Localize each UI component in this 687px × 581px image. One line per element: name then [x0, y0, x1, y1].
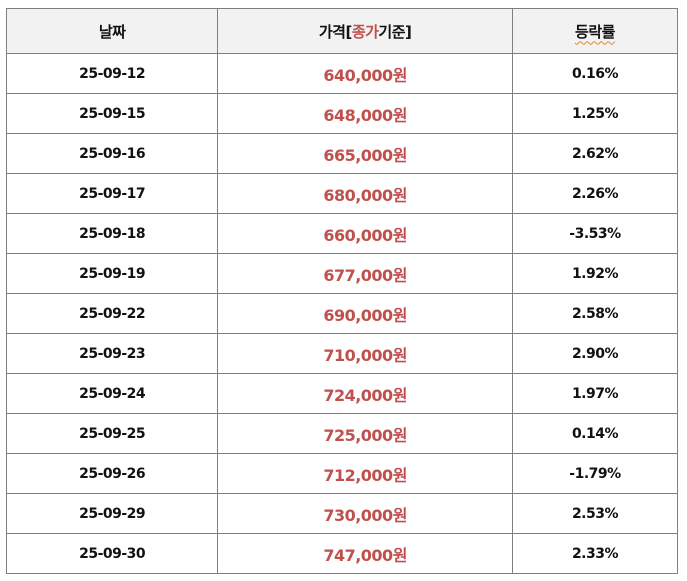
- change-cell: 0.14%: [511, 413, 679, 454]
- date-cell: 25-09-24: [5, 373, 219, 414]
- price-cell: 725,000원: [217, 413, 513, 454]
- change-cell: 2.53%: [511, 493, 679, 534]
- price-cell: 660,000원: [217, 213, 513, 254]
- date-cell: 25-09-18: [5, 213, 219, 254]
- change-cell: 2.33%: [511, 533, 679, 574]
- price-cell: 730,000원: [217, 493, 513, 534]
- table-row: 25-09-29 730,000원 2.53%: [5, 493, 679, 534]
- date-cell: 25-09-30: [5, 533, 219, 574]
- table-row: 25-09-22 690,000원 2.58%: [5, 293, 679, 334]
- date-cell: 25-09-25: [5, 413, 219, 454]
- date-cell: 25-09-16: [5, 133, 219, 174]
- price-cell: 648,000원: [217, 93, 513, 134]
- price-cell: 640,000원: [217, 53, 513, 94]
- stock-price-table: 날짜 가격[종가기준] 등락률 25-09-12 640,000원 0.16% 25-…: [5, 8, 679, 574]
- change-cell: -3.53%: [511, 213, 679, 254]
- table-row: 25-09-15 648,000원 1.25%: [5, 93, 679, 134]
- date-cell: 25-09-26: [5, 453, 219, 494]
- table-row: 25-09-17 680,000원 2.26%: [5, 173, 679, 214]
- price-cell: 665,000원: [217, 133, 513, 174]
- change-cell: 2.58%: [511, 293, 679, 334]
- table-row: 25-09-30 747,000원 2.33%: [5, 533, 679, 574]
- header-date: 날짜: [5, 8, 219, 54]
- table-row: 25-09-23 710,000원 2.90%: [5, 333, 679, 374]
- change-cell: 2.26%: [511, 173, 679, 214]
- change-cell: 1.92%: [511, 253, 679, 294]
- table-row: 25-09-18 660,000원 -3.53%: [5, 213, 679, 254]
- price-cell: 724,000원: [217, 373, 513, 414]
- header-change: 등락률: [511, 8, 679, 54]
- table-row: 25-09-19 677,000원 1.92%: [5, 253, 679, 294]
- price-cell: 747,000원: [217, 533, 513, 574]
- change-cell: 0.16%: [511, 53, 679, 94]
- date-cell: 25-09-19: [5, 253, 219, 294]
- change-cell: 2.62%: [511, 133, 679, 174]
- table-row: 25-09-26 712,000원 -1.79%: [5, 453, 679, 494]
- date-cell: 25-09-12: [5, 53, 219, 94]
- price-cell: 677,000원: [217, 253, 513, 294]
- table-row: 25-09-24 724,000원 1.97%: [5, 373, 679, 414]
- header-price-prefix: 가격[: [318, 22, 352, 41]
- date-cell: 25-09-17: [5, 173, 219, 214]
- header-row: 날짜 가격[종가기준] 등락률: [5, 8, 679, 54]
- date-cell: 25-09-15: [5, 93, 219, 134]
- date-cell: 25-09-23: [5, 333, 219, 374]
- change-cell: -1.79%: [511, 453, 679, 494]
- table-row: 25-09-12 640,000원 0.16%: [5, 53, 679, 94]
- header-price-highlight: 종가: [351, 22, 379, 41]
- change-cell: 2.90%: [511, 333, 679, 374]
- header-price: 가격[종가기준]: [217, 8, 513, 54]
- header-change-label: 등락률: [575, 22, 615, 41]
- table-row: 25-09-25 725,000원 0.14%: [5, 413, 679, 454]
- change-cell: 1.25%: [511, 93, 679, 134]
- change-cell: 1.97%: [511, 373, 679, 414]
- price-cell: 690,000원: [217, 293, 513, 334]
- table-row: 25-09-16 665,000원 2.62%: [5, 133, 679, 174]
- price-cell: 710,000원: [217, 333, 513, 374]
- header-price-suffix: 기준]: [378, 22, 412, 41]
- date-cell: 25-09-22: [5, 293, 219, 334]
- price-cell: 712,000원: [217, 453, 513, 494]
- date-cell: 25-09-29: [5, 493, 219, 534]
- price-cell: 680,000원: [217, 173, 513, 214]
